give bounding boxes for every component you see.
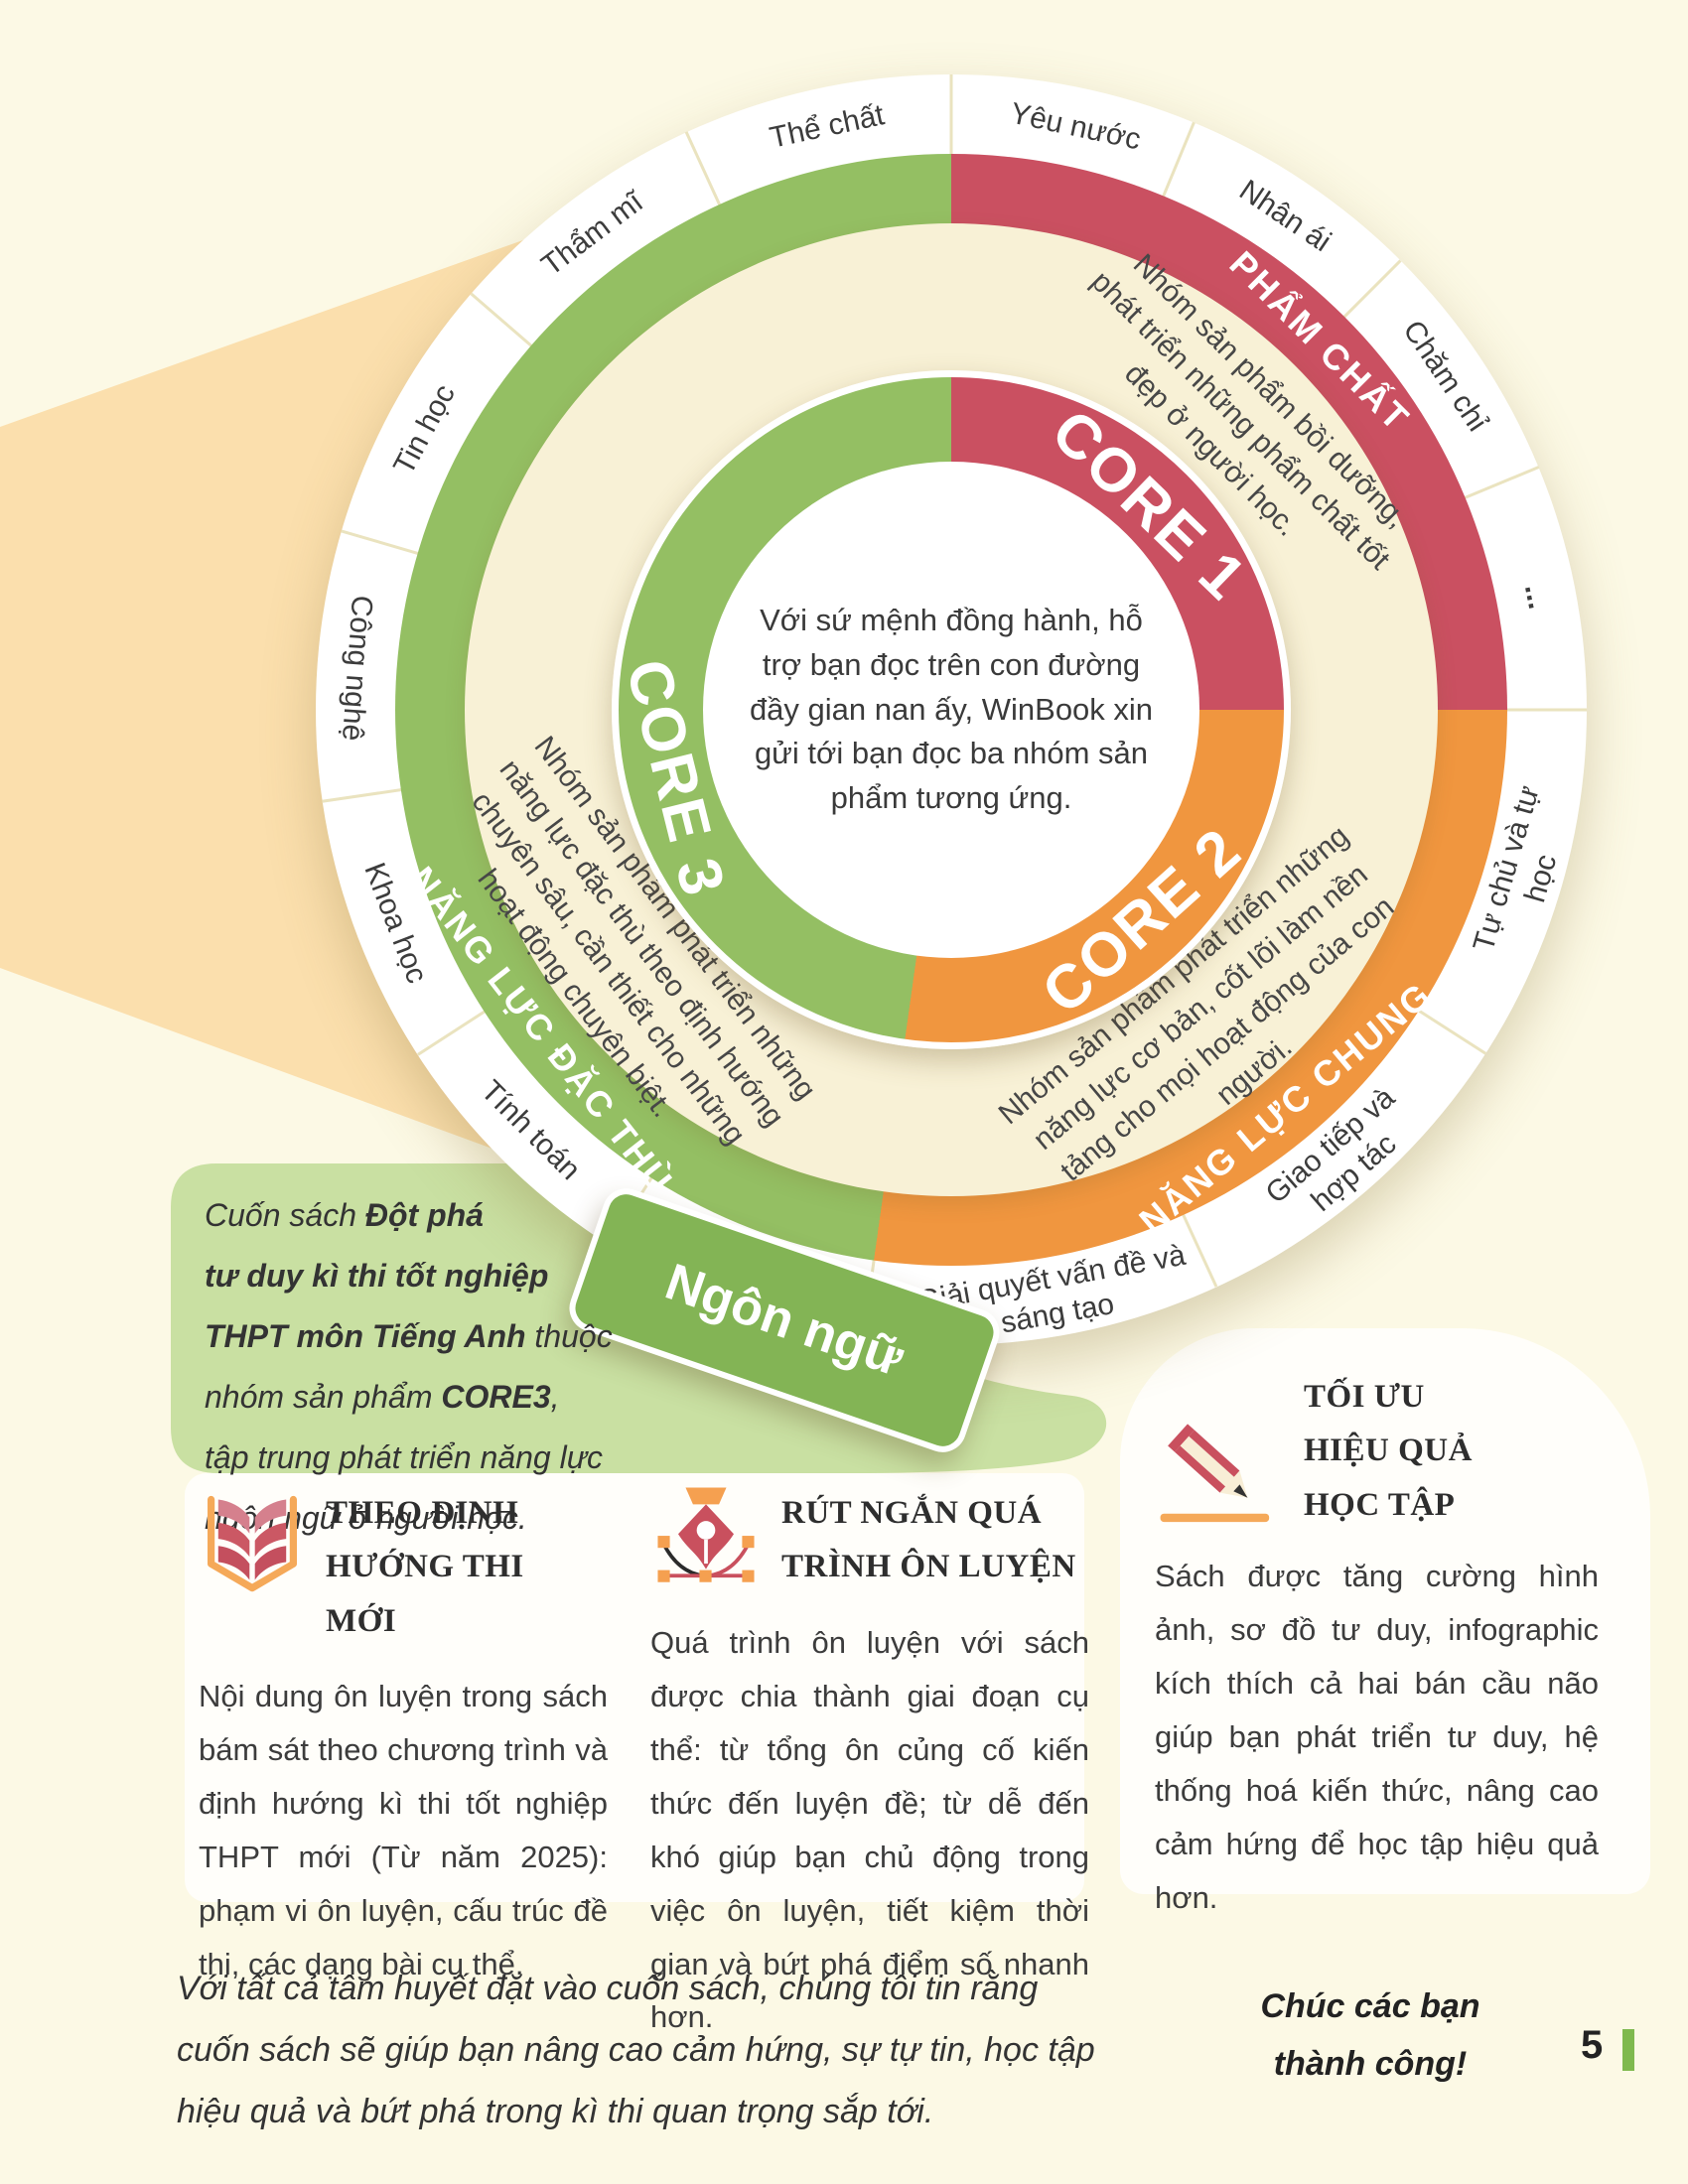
closing-wish: Chúc các bạn thành công! xyxy=(1260,1987,1480,2083)
closing-paragraph: Với tất cả tâm huyết đặt vào cuốn sách, … xyxy=(177,1970,1095,2130)
feature1-body: Nội dung ôn luyện trong sách bám sát the… xyxy=(199,1679,608,1981)
feature2-body: Quá trình ôn luyện với sách được chia th… xyxy=(650,1624,1089,2035)
page-number: 5 xyxy=(1581,2023,1604,2067)
feature3-title: TỐI ƯU HIỆU QUẢ HỌC TẬP xyxy=(1304,1379,1473,1523)
feature-rut-ngan: RÚT NGẮN QUÁ TRÌNH ÔN LUYỆN Quá trình ôn… xyxy=(650,1484,1089,2044)
ring-divider xyxy=(949,74,953,160)
wheel-center-mission: Với sứ mệnh đồng hành, hỗ trợ bạn đọc tr… xyxy=(703,462,1199,958)
pencil-icon xyxy=(1160,1424,1270,1523)
features-panel xyxy=(185,1473,1084,1902)
mission-text: Với sứ mệnh đồng hành, hỗ trợ bạn đọc tr… xyxy=(749,602,1154,816)
ngon-ngu-tab-label: Ngôn ngữ xyxy=(658,1253,911,1388)
book-callout: Cuốn sách Đột phá tư duy kì thi tốt nghiệ… xyxy=(205,1197,613,1536)
feature3-panel xyxy=(1120,1328,1650,1894)
feature-theo-dinh-huong: THEO ĐỊNH HƯỚNG THI MỚI Nội dung ôn luyệ… xyxy=(199,1484,608,1991)
feature1-title: THEO ĐỊNH HƯỚNG THI MỚI xyxy=(326,1495,524,1639)
page-number-bar xyxy=(1622,2029,1634,2071)
open-book-icon xyxy=(208,1495,297,1592)
feature-toi-uu: TỐI ƯU HIỆU QUẢ HỌC TẬP Sách được tăng c… xyxy=(1155,1370,1599,1925)
pen-nib-icon xyxy=(657,1487,755,1582)
ring-divider xyxy=(1501,708,1587,712)
product-groups-wheel: Yêu nước Nhân ái Chăm chỉ ... Tự chủ và … xyxy=(316,74,1587,1345)
feature3-body: Sách được tăng cường hình ảnh, sơ đồ tư … xyxy=(1155,1559,1599,1915)
feature2-title: RÚT NGẮN QUÁ TRÌNH ÔN LUYỆN xyxy=(781,1495,1076,1585)
